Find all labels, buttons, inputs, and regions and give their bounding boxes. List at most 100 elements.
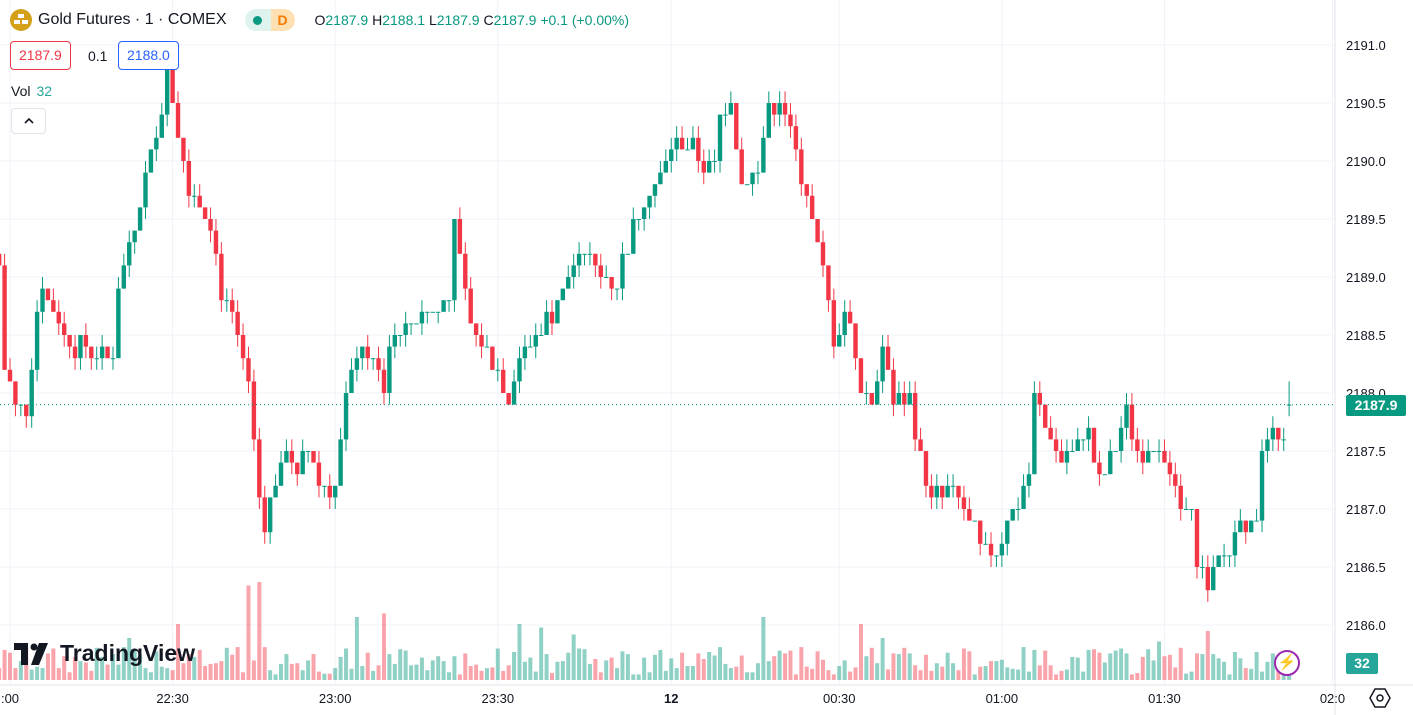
candle-body (609, 277, 614, 289)
candle-body (295, 462, 300, 475)
volume-bar (810, 668, 815, 680)
y-tick-label: 2191.0 (1346, 38, 1386, 53)
candle-body (398, 335, 403, 336)
volume-bar (219, 661, 224, 680)
candle-body (446, 300, 452, 302)
symbol-title[interactable]: Gold Futures · 1 · COMEX (38, 11, 227, 28)
candle-body (717, 114, 723, 161)
candle-body (197, 195, 202, 208)
x-tick-label: 23:00 (319, 691, 352, 706)
lightning-icon[interactable]: ⚡ (1274, 650, 1300, 676)
volume-bar (83, 662, 88, 680)
volume-bar (674, 668, 679, 680)
volume-bar (886, 669, 891, 680)
candle-body (192, 195, 197, 197)
candle-body (219, 253, 224, 301)
volume-bar (701, 659, 706, 680)
candle-body (1259, 451, 1265, 521)
collapse-legend-button[interactable] (11, 108, 46, 134)
candle-body (712, 161, 717, 162)
volume-bar (78, 661, 83, 680)
candle-body (1108, 451, 1113, 475)
last-volume-label: 32 (1346, 653, 1378, 674)
volume-bar (1162, 656, 1167, 680)
volume-bar (593, 659, 598, 680)
candle-body (414, 323, 419, 325)
volume-bar (945, 652, 950, 680)
volume-bar (718, 647, 723, 680)
candle-body (435, 311, 441, 313)
candle-body (1200, 567, 1205, 568)
volume-bar (1026, 671, 1031, 680)
candle-body (381, 369, 387, 393)
candle-body (869, 393, 874, 405)
candle-body (419, 311, 425, 324)
candle-body (1276, 427, 1281, 440)
volume-bar (1054, 674, 1059, 680)
candle-body (132, 230, 137, 243)
x-tick-label: 01:30 (1148, 691, 1181, 706)
candle-body (1205, 567, 1211, 591)
volume-bar (1059, 670, 1064, 680)
volume-bar (577, 648, 582, 680)
volume-bar (398, 649, 403, 680)
candle-body (240, 335, 246, 359)
candle-body (902, 393, 907, 405)
candle-body (511, 381, 517, 405)
candle-body (723, 114, 728, 116)
volume-bar (1249, 668, 1254, 680)
candle-body (1232, 532, 1238, 556)
volume-bar (951, 663, 956, 680)
candle-body (750, 172, 755, 185)
volume-bar (490, 667, 495, 680)
buy-button[interactable]: 2188.0 (118, 41, 179, 70)
volume-bar (831, 674, 836, 680)
volume-bar (783, 653, 788, 680)
candle-body (528, 346, 533, 348)
volume-bar (338, 656, 343, 680)
candle-body (923, 451, 929, 486)
candle-body (202, 207, 208, 219)
candle-body (1043, 404, 1048, 428)
volume-bar (734, 666, 739, 680)
volume-bar (1178, 647, 1183, 680)
volume-bar (40, 668, 45, 680)
candle-body (1021, 485, 1026, 509)
volume-bar (176, 624, 181, 680)
volume-bar (571, 634, 576, 680)
candle-body (1053, 439, 1059, 451)
volume-bar (224, 647, 229, 680)
candle-body (571, 265, 576, 277)
volume-legend: Vol 32 (11, 83, 53, 99)
tradingview-logo[interactable]: TradingView (14, 640, 195, 667)
volume-bar (409, 665, 414, 680)
y-tick-label: 2190.0 (1346, 154, 1386, 169)
volume-bar (620, 651, 625, 680)
candle-body (533, 335, 538, 347)
candle-body (1254, 520, 1259, 522)
volume-bar (360, 666, 365, 680)
candle-body (506, 393, 511, 405)
candle-body (804, 184, 809, 196)
sell-button[interactable]: 2187.9 (10, 41, 71, 70)
volume-bar (365, 652, 370, 680)
candle-body (598, 265, 603, 277)
candle-body (988, 543, 994, 556)
volume-bar (1189, 671, 1194, 680)
volume-bar (333, 668, 338, 680)
volume-bar (327, 673, 332, 680)
volume-bar (956, 670, 961, 680)
candle-body (1178, 485, 1183, 509)
candle-body (587, 253, 593, 255)
candle-body (452, 219, 457, 301)
market-status[interactable]: D (244, 9, 295, 31)
candle-body (1281, 439, 1286, 441)
candle-body (1243, 520, 1248, 533)
settings-icon[interactable] (1369, 687, 1391, 709)
volume-bar (1005, 667, 1010, 680)
volume-bar (143, 668, 148, 680)
volume-bar (213, 663, 218, 680)
candle-body (864, 393, 869, 394)
y-tick-label: 2187.5 (1346, 444, 1386, 459)
